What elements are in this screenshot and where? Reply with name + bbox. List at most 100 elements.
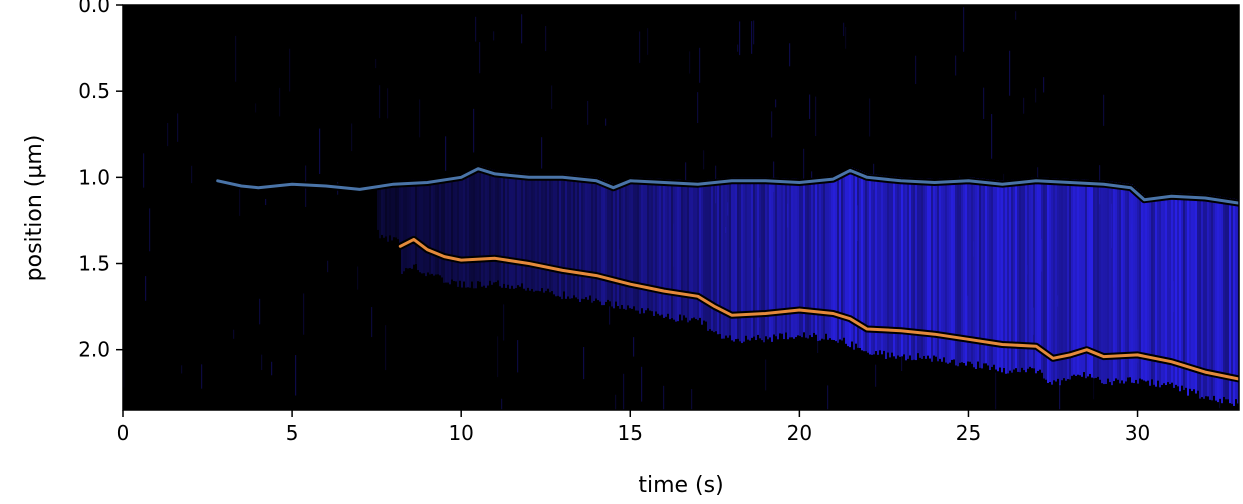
- signal-strip: [945, 178, 947, 363]
- signal-strip: [1043, 177, 1045, 379]
- signal-strip: [929, 178, 931, 359]
- signal-strip: [951, 178, 953, 360]
- signal-strip: [1153, 195, 1155, 385]
- signal-strip: [543, 173, 545, 293]
- x-axis-label: time (s): [638, 473, 723, 498]
- signal-strip: [997, 180, 999, 372]
- signal-strip: [623, 180, 625, 309]
- noise-strip: [771, 111, 773, 138]
- signal-strip: [423, 179, 425, 274]
- noise-strip: [1003, 173, 1005, 183]
- noise-strip: [991, 114, 993, 159]
- noise-strip: [955, 55, 957, 76]
- signal-strip: [1147, 195, 1149, 381]
- signal-strip: [801, 178, 803, 338]
- signal-strip: [409, 179, 411, 268]
- signal-strip: [475, 166, 477, 289]
- noise-strip: [623, 373, 625, 410]
- noise-strip: [279, 87, 281, 117]
- signal-strip: [987, 179, 989, 366]
- signal-strip: [665, 179, 667, 317]
- signal-strip: [671, 179, 673, 319]
- noise-strip: [551, 85, 553, 109]
- signal-strip: [447, 176, 449, 283]
- signal-strip: [993, 179, 995, 365]
- noise-strip: [663, 385, 665, 410]
- signal-strip: [503, 171, 505, 284]
- signal-strip: [433, 178, 435, 276]
- signal-strip: [725, 178, 727, 336]
- signal-strip: [1127, 183, 1129, 378]
- signal-strip: [729, 177, 731, 336]
- signal-strip: [1045, 177, 1047, 380]
- signal-strip: [427, 179, 429, 273]
- noise-strip: [685, 162, 687, 186]
- signal-strip: [573, 174, 575, 296]
- signal-strip: [943, 178, 945, 358]
- signal-strip: [581, 175, 583, 299]
- signal-strip: [703, 180, 705, 321]
- noise-strip: [727, 202, 729, 216]
- noise-strip: [1111, 203, 1113, 249]
- signal-strip: [591, 176, 593, 303]
- signal-strip: [459, 174, 461, 281]
- noise-strip: [1059, 383, 1061, 410]
- signal-strip: [973, 177, 975, 368]
- signal-strip: [857, 169, 859, 348]
- signal-strip: [775, 177, 777, 337]
- signal-strip: [411, 179, 413, 269]
- signal-strip: [761, 177, 763, 341]
- noise-strip: [1043, 77, 1045, 93]
- signal-strip: [615, 183, 617, 302]
- signal-strip: [609, 182, 611, 302]
- signal-strip: [971, 177, 973, 364]
- signal-strip: [617, 182, 619, 307]
- noise-strip: [271, 361, 273, 376]
- signal-strip: [557, 173, 559, 296]
- signal-strip: [697, 180, 699, 321]
- signal-strip: [407, 180, 409, 269]
- signal-strip: [793, 178, 795, 339]
- signal-strip: [1035, 177, 1037, 374]
- signal-strip: [909, 177, 911, 356]
- signal-strip: [869, 174, 871, 355]
- noise-strip: [541, 137, 543, 169]
- signal-strip: [377, 183, 379, 230]
- signal-strip: [1051, 178, 1053, 385]
- signal-strip: [1225, 197, 1227, 400]
- signal-strip: [535, 173, 537, 291]
- signal-strip: [1237, 199, 1239, 404]
- noise-strip: [149, 208, 151, 252]
- noise-strip: [815, 96, 817, 137]
- signal-strip: [1235, 199, 1237, 400]
- signal-strip: [1031, 177, 1033, 369]
- signal-strip: [1139, 191, 1141, 379]
- signal-strip: [523, 173, 525, 289]
- signal-strip: [759, 177, 761, 339]
- signal-strip: [763, 177, 765, 343]
- signal-strip: [1165, 193, 1167, 386]
- signal-strip: [593, 176, 595, 302]
- signal-strip: [1131, 184, 1133, 383]
- signal-strip: [713, 179, 715, 333]
- noise-strip: [265, 198, 267, 206]
- signal-strip: [601, 179, 603, 306]
- signal-strip: [1203, 194, 1205, 399]
- noise-strip: [1009, 50, 1011, 96]
- signal-strip: [1223, 197, 1225, 397]
- signal-strip: [519, 172, 521, 287]
- signal-strip: [695, 180, 697, 319]
- signal-strip: [677, 179, 679, 322]
- signal-strip: [685, 180, 687, 318]
- noise-strip: [963, 7, 965, 52]
- signal-strip: [585, 176, 587, 298]
- signal-strip: [641, 177, 643, 309]
- signal-strip: [661, 178, 663, 315]
- noise-strip: [289, 48, 291, 92]
- signal-strip: [1171, 192, 1173, 383]
- signal-strip: [419, 179, 421, 273]
- signal-strip: [795, 178, 797, 338]
- signal-strip: [805, 178, 807, 338]
- noise-strip: [691, 389, 693, 410]
- signal-strip: [607, 181, 609, 300]
